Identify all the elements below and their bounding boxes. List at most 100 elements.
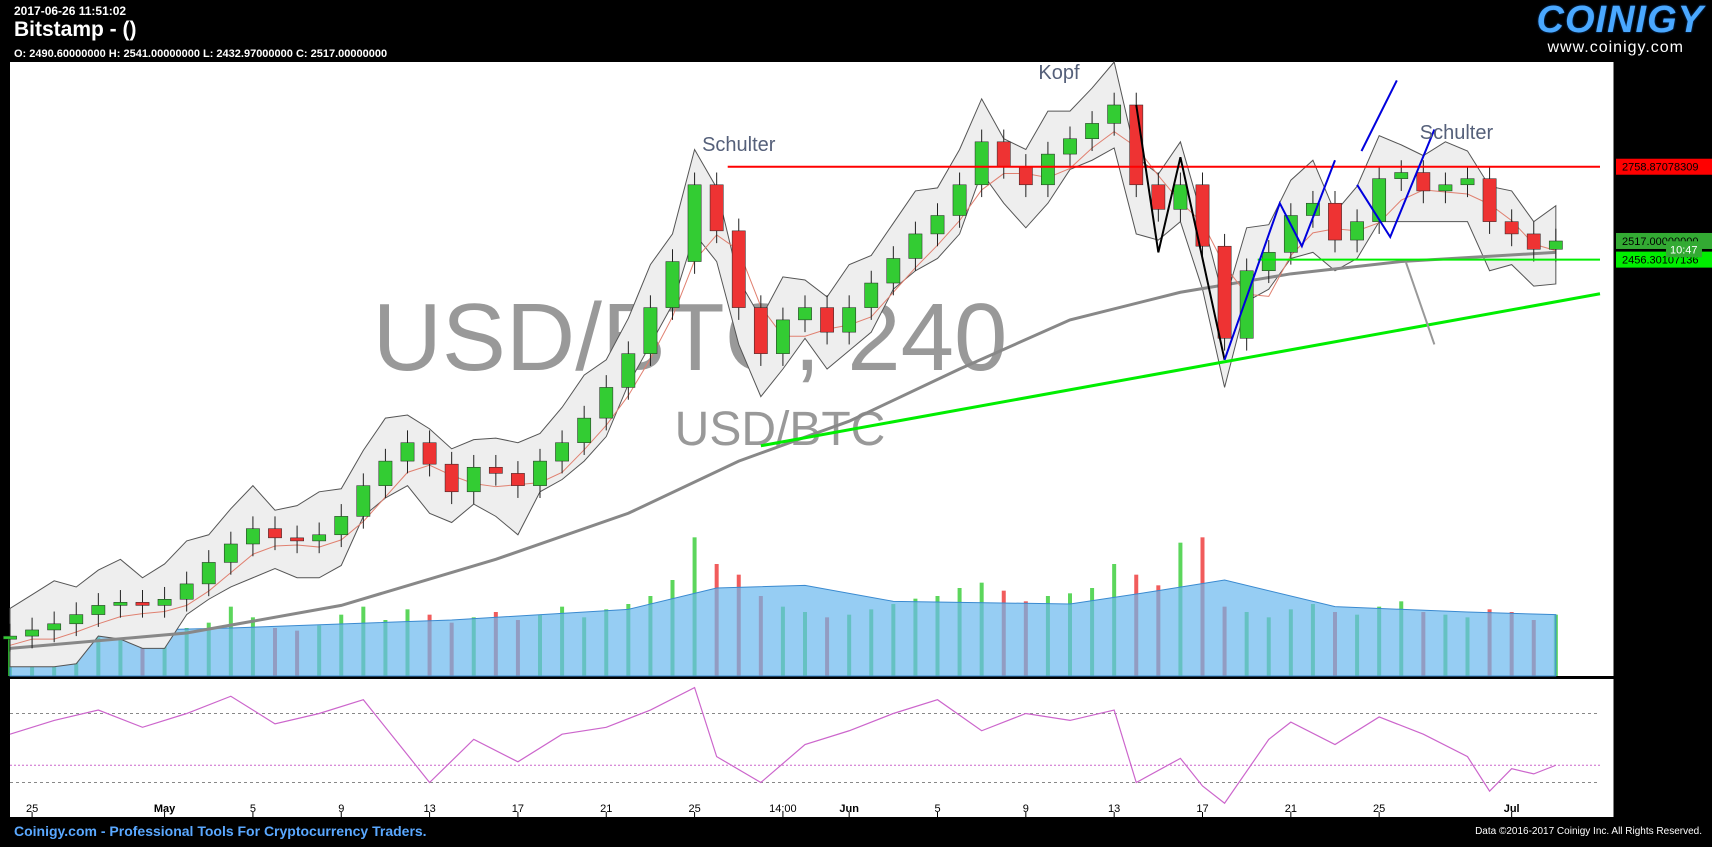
- y-tick-label: 2400.00000000: [1624, 272, 1700, 284]
- x-tick-label: 25: [1373, 803, 1385, 815]
- candle-body: [511, 473, 525, 486]
- candle-body: [1173, 184, 1188, 210]
- candle-body: [1482, 178, 1497, 222]
- annotation-label: Kopf: [1038, 62, 1080, 84]
- candle-body: [1438, 184, 1453, 192]
- candle-body: [952, 184, 967, 216]
- y-tick-label: 2300.00000000: [1624, 303, 1700, 315]
- y-tick-label: 1300.00000000: [1624, 610, 1700, 622]
- candle-body: [1041, 153, 1055, 186]
- zigzag-line-blue: [1223, 159, 1336, 361]
- candle-body: [1350, 221, 1364, 241]
- y-tick-label: 2800.00000000: [1624, 149, 1700, 161]
- x-tick-label: 9: [338, 803, 344, 815]
- y-tick-label: 2100.00000000: [1624, 364, 1700, 376]
- footer-copyright: Data ©2016-2017 Coinigy Inc. All Rights …: [1475, 826, 1702, 837]
- footer-tagline[interactable]: Coinigy.com - Professional Tools For Cry…: [14, 823, 427, 839]
- candle-body: [599, 387, 614, 419]
- price-label-text: 2456.30107136: [1622, 255, 1698, 267]
- candle-body: [1394, 172, 1409, 179]
- zigzag-line-blue-2: [1356, 129, 1436, 240]
- x-tick-label: 17: [1196, 803, 1208, 815]
- candle-body: [1107, 104, 1122, 124]
- candle-body: [1195, 184, 1210, 247]
- candle-body: [1085, 123, 1099, 140]
- x-tick-label: 21: [600, 803, 612, 815]
- x-tick-label: 25: [688, 803, 700, 815]
- candle-body: [974, 141, 989, 186]
- price-label-bg: [1616, 158, 1712, 175]
- ma-200-line: [9, 250, 1556, 650]
- timestamp: 2017-06-26 11:51:02: [14, 4, 127, 18]
- candle-body: [864, 282, 879, 308]
- candles: [3, 92, 1563, 652]
- logo-url: www.coinigy.com: [1547, 39, 1684, 56]
- candle-body: [422, 442, 437, 465]
- rsi-tick-label: 80.0000: [1624, 691, 1664, 703]
- candle-body: [69, 614, 84, 625]
- y-tick-label: 3000.00000000: [1624, 88, 1700, 100]
- candle-body: [1261, 252, 1276, 272]
- ohlc-readout: O: 2490.60000000 H: 2541.00000000 L: 243…: [14, 48, 388, 60]
- candle-body: [1548, 240, 1563, 250]
- candle-body: [1526, 233, 1541, 250]
- x-tick-label: Jun: [839, 803, 859, 815]
- x-tick-label: 25: [26, 803, 38, 815]
- logo-wordmark: COINIGY: [1536, 0, 1704, 41]
- candle-body: [1504, 221, 1519, 235]
- candle-body: [643, 307, 658, 354]
- candle-body: [113, 602, 128, 606]
- candle-body: [488, 466, 503, 474]
- x-tick-label: 13: [423, 803, 435, 815]
- y-tick-label: 1900.00000000: [1624, 425, 1700, 437]
- y-tick-label: 2600.00000000: [1624, 211, 1700, 223]
- candle-body: [223, 543, 238, 563]
- candle-body: [3, 635, 17, 640]
- x-tick-label: Jul: [1504, 803, 1520, 815]
- candle-body: [1416, 172, 1431, 192]
- drawing-lines: [727, 79, 1601, 448]
- y-tick-label: 1600.00000000: [1624, 518, 1700, 530]
- x-tick-label: 14:00: [769, 803, 797, 815]
- candle-body: [1372, 178, 1387, 222]
- candle-body: [1328, 202, 1342, 241]
- candle-body: [290, 537, 304, 542]
- candle-body: [157, 599, 172, 606]
- candle-body: [356, 485, 371, 517]
- candle-body: [798, 307, 812, 321]
- candle-body: [776, 319, 790, 354]
- rsi-tick-label: 60.0000: [1624, 726, 1664, 738]
- candle-body: [577, 417, 592, 443]
- candle-body: [1217, 245, 1232, 339]
- rsi-plot-area: [10, 679, 1614, 817]
- candle-body: [1151, 184, 1166, 210]
- candle-body: [1018, 166, 1033, 186]
- candle-body: [246, 528, 260, 545]
- countdown-bg: [1666, 241, 1702, 258]
- candle-body: [555, 442, 569, 462]
- candle-body: [400, 442, 415, 462]
- candle-body: [753, 307, 768, 354]
- ascending-trendline: [760, 292, 1601, 448]
- chart-title: Bitstamp - (): [14, 18, 137, 41]
- y-tick-label: 1400.00000000: [1624, 579, 1700, 591]
- x-tick-label: 5: [250, 803, 256, 815]
- candle-body: [378, 460, 393, 486]
- projection-arrow-down: [1404, 261, 1436, 345]
- x-axis: 25 May 5 9 13 17 21 25 14:00 Jun 5 9 13 17 21 25 Jul: [26, 803, 1520, 817]
- candle-body: [996, 141, 1011, 167]
- candle-body: [312, 534, 327, 542]
- coinigy-logo[interactable]: COINIGY www.coinigy.com: [1524, 0, 1704, 60]
- candle-body: [135, 602, 150, 606]
- rsi-tick-label: 20.0000: [1624, 795, 1664, 807]
- price-plot-area: [10, 62, 1614, 677]
- y-tick-label: 1700.00000000: [1624, 487, 1700, 499]
- price-label-text: 2758.87078309: [1622, 162, 1698, 174]
- candle-body: [1239, 270, 1254, 339]
- x-tick-label: 9: [1023, 803, 1029, 815]
- candle-body: [1129, 104, 1144, 186]
- candle-body: [621, 353, 636, 388]
- watermark-title: USD/BTC, 240: [373, 284, 1008, 391]
- volume-moving-average: [9, 579, 1557, 677]
